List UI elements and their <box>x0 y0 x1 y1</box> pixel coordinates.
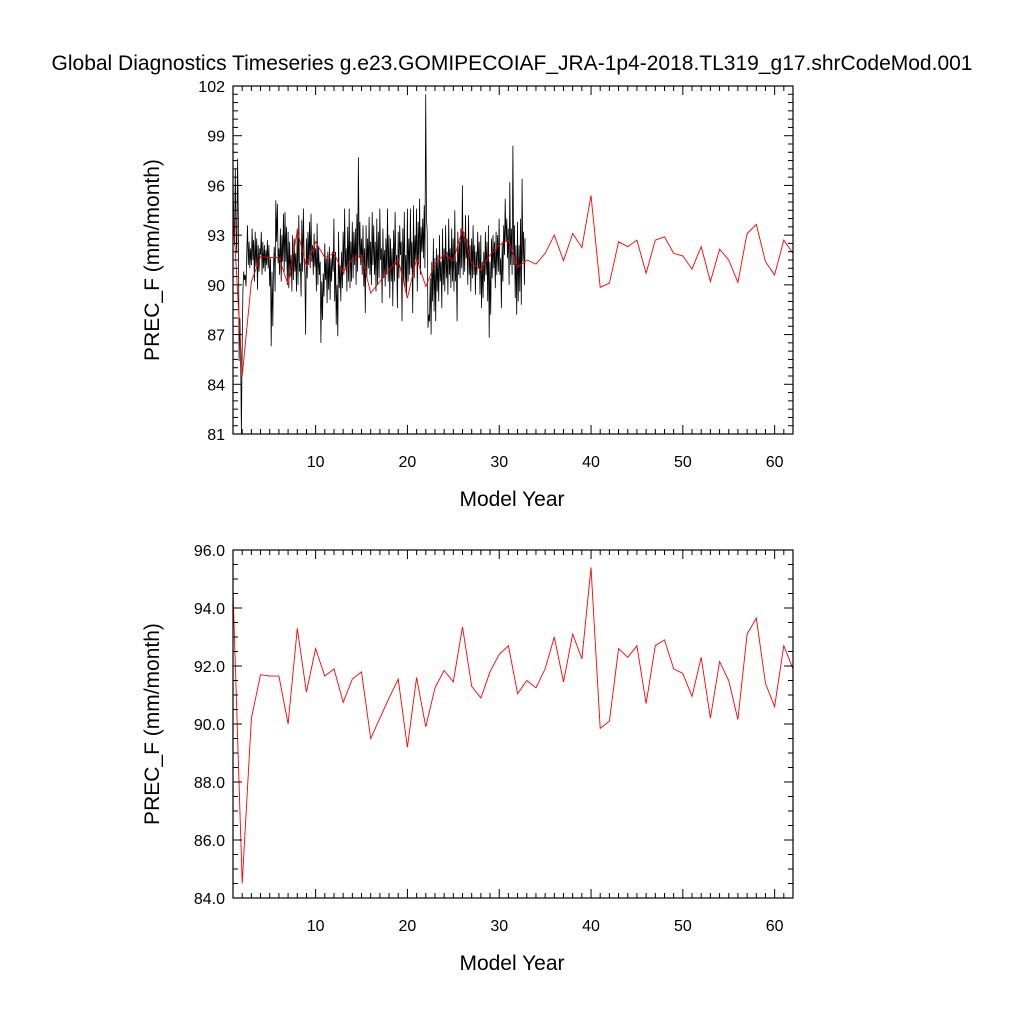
top-x-axis-title: Model Year <box>459 488 564 511</box>
bottom-y-tick-label: 96.0 <box>194 543 225 560</box>
top-series-monthly-line <box>232 94 526 435</box>
bottom-x-axis-title: Model Year <box>459 952 564 975</box>
bottom-y-tick-label: 94.0 <box>194 601 225 618</box>
top-y-tick-label: 99 <box>207 129 225 146</box>
bottom-x-tick-label: 50 <box>674 918 692 935</box>
top-series-annual-line <box>232 195 794 377</box>
figure-title: Global Diagnostics Timeseries g.e23.GOMI… <box>52 52 973 75</box>
top-y-axis-title: PREC_F (mm/month) <box>141 159 164 361</box>
top-y-tick-label: 102 <box>198 79 225 96</box>
bottom-y-tick-label: 88.0 <box>194 775 225 792</box>
top-y-tick-label: 81 <box>207 427 225 444</box>
bottom-y-tick-label: 92.0 <box>194 659 225 676</box>
bottom-y-axis: 84.0 86.0 88.0 90.0 92.0 94.0 96.0 <box>194 543 793 908</box>
bottom-series-annual-line <box>232 567 794 884</box>
bottom-y-tick-label: 90.0 <box>194 717 225 734</box>
top-x-tick-label: 50 <box>674 454 692 471</box>
top-plot-area <box>232 94 794 435</box>
top-x-tick-label: 60 <box>766 454 784 471</box>
bottom-y-tick-label: 84.0 <box>194 891 225 908</box>
top-x-tick-label: 10 <box>307 454 325 471</box>
bottom-x-tick-label: 10 <box>307 918 325 935</box>
top-y-tick-label: 87 <box>207 328 225 345</box>
bottom-panel-precip-annual: 10 20 30 40 50 60 84.0 86.0 88.0 90.0 92.0 94.0 96.0… <box>141 543 794 975</box>
top-x-tick-label: 40 <box>582 454 600 471</box>
bottom-plot-area <box>232 567 794 884</box>
top-x-axis: 10 20 30 40 50 60 <box>232 86 794 471</box>
bottom-x-tick-label: 60 <box>766 918 784 935</box>
bottom-x-tick-label: 20 <box>399 918 417 935</box>
top-x-tick-label: 30 <box>490 454 508 471</box>
top-y-tick-label: 93 <box>207 228 225 245</box>
bottom-plot-frame <box>232 549 794 899</box>
bottom-y-tick-label: 86.0 <box>194 833 225 850</box>
top-x-tick-label: 20 <box>399 454 417 471</box>
top-y-axis: 81 84 87 90 93 96 99 102 <box>198 79 793 444</box>
top-y-tick-label: 84 <box>207 377 225 394</box>
top-y-tick-label: 96 <box>207 178 225 195</box>
bottom-y-axis-title: PREC_F (mm/month) <box>141 623 164 825</box>
top-panel-precip-monthly-annual: 10 20 30 40 50 60 81 84 87 90 93 96 99 102 Model Year P… <box>141 79 794 511</box>
top-y-tick-label: 90 <box>207 278 225 295</box>
bottom-x-axis: 10 20 30 40 50 60 <box>232 550 794 935</box>
bottom-x-tick-label: 40 <box>582 918 600 935</box>
bottom-x-tick-label: 30 <box>490 918 508 935</box>
